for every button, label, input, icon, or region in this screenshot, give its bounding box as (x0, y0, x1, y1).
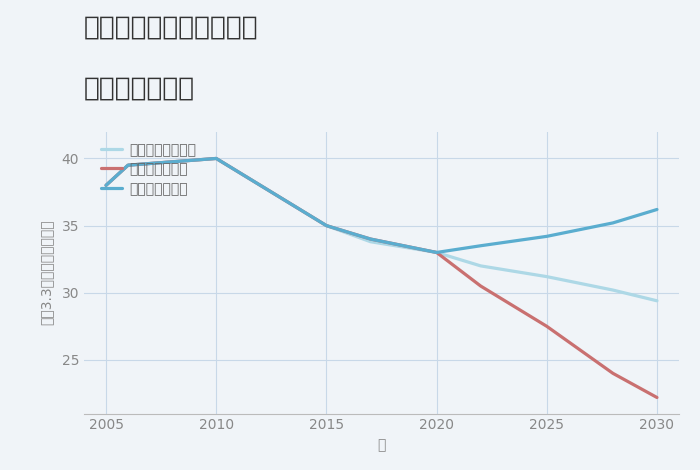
バッドシナリオ (433, 250, 441, 255)
X-axis label: 年: 年 (377, 438, 386, 452)
ノーマルシナリオ (477, 263, 485, 269)
グッドシナリオ (477, 243, 485, 249)
Line: グッドシナリオ: グッドシナリオ (106, 158, 657, 252)
グッドシナリオ (322, 223, 330, 228)
バッドシナリオ (124, 162, 132, 168)
バッドシナリオ (102, 182, 110, 188)
グッドシナリオ (433, 250, 441, 255)
ノーマルシナリオ (653, 298, 662, 304)
バッドシナリオ (212, 156, 220, 161)
バッドシナリオ (477, 283, 485, 289)
グッドシナリオ (212, 156, 220, 161)
ノーマルシナリオ (212, 156, 220, 161)
グッドシナリオ (124, 162, 132, 168)
ノーマルシナリオ (366, 239, 375, 244)
バッドシナリオ (653, 395, 662, 400)
バッドシナリオ (609, 370, 617, 376)
ノーマルシナリオ (322, 223, 330, 228)
ノーマルシナリオ (102, 182, 110, 188)
グッドシナリオ (542, 234, 551, 239)
ノーマルシナリオ (542, 274, 551, 280)
Y-axis label: 坪（3.3㎡）単価（万円）: 坪（3.3㎡）単価（万円） (39, 220, 53, 325)
ノーマルシナリオ (609, 287, 617, 293)
Line: ノーマルシナリオ: ノーマルシナリオ (106, 158, 657, 301)
Line: バッドシナリオ: バッドシナリオ (106, 158, 657, 398)
Text: 土地の価格推移: 土地の価格推移 (84, 75, 195, 101)
Text: 岐阜県岐阜市柳ヶ瀬通の: 岐阜県岐阜市柳ヶ瀬通の (84, 14, 258, 40)
バッドシナリオ (322, 223, 330, 228)
ノーマルシナリオ (124, 162, 132, 168)
ノーマルシナリオ (433, 250, 441, 255)
グッドシナリオ (102, 182, 110, 188)
バッドシナリオ (542, 323, 551, 329)
Legend: ノーマルシナリオ, バッドシナリオ, グッドシナリオ: ノーマルシナリオ, バッドシナリオ, グッドシナリオ (96, 137, 202, 202)
グッドシナリオ (653, 207, 662, 212)
グッドシナリオ (366, 236, 375, 242)
バッドシナリオ (366, 236, 375, 242)
グッドシナリオ (609, 220, 617, 226)
